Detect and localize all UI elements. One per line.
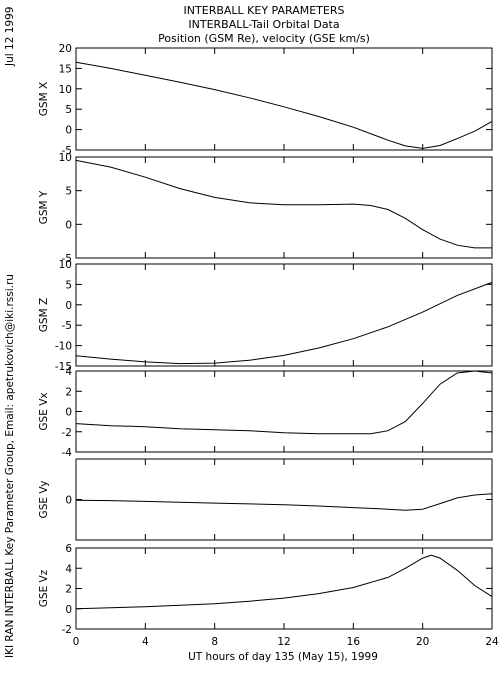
date-stamp: Jul 12 1999 xyxy=(4,7,16,67)
y-tick-label: 0 xyxy=(65,125,72,137)
y-tick-label: -2 xyxy=(62,624,72,636)
y-tick-label: -4 xyxy=(62,447,73,459)
y-tick-label: 0 xyxy=(65,219,72,231)
credit-text: IKI RAN INTERBALL Key Parameter Group, E… xyxy=(4,274,16,658)
y-tick-label: -5 xyxy=(62,253,72,265)
y-tick-label: 5 xyxy=(65,186,72,198)
y-tick-label: 2 xyxy=(65,584,72,596)
x-tick-label: 20 xyxy=(416,636,429,648)
y-axis-label: GSM Y xyxy=(38,190,50,224)
x-tick-label: 8 xyxy=(211,636,218,648)
panel-frame xyxy=(75,370,493,453)
y-tick-label: 20 xyxy=(59,43,72,55)
series-line xyxy=(75,61,493,149)
y-tick-label: 4 xyxy=(65,366,72,378)
panel-5: 0 GSE Vy xyxy=(38,458,493,541)
y-tick-label: 0 xyxy=(65,495,72,507)
series-line xyxy=(75,281,493,365)
y-tick-label: 4 xyxy=(65,563,72,575)
y-tick-label: 0 xyxy=(65,300,72,312)
panel-3: -15 -10 -5 0 5 10 GSM Z xyxy=(38,259,493,373)
series-line xyxy=(75,554,493,610)
panel-frame xyxy=(75,47,493,151)
y-tick-label: -10 xyxy=(55,341,72,353)
panel-1: -5 0 5 10 15 20 GSM X xyxy=(38,43,493,157)
chart-title-line1: INTERBALL KEY PARAMETERS xyxy=(184,4,345,17)
panel-2: -5 0 5 10 GSM Y xyxy=(38,152,493,265)
panel-frame xyxy=(75,547,493,630)
x-tick-label: 24 xyxy=(485,636,499,648)
y-tick-label: 0 xyxy=(65,407,72,419)
y-tick-label: 5 xyxy=(65,279,72,291)
x-tick-label: 4 xyxy=(142,636,149,648)
y-axis-label: GSE Vx xyxy=(38,392,50,430)
panel-6: -2 0 2 4 6 GSE Vz xyxy=(38,543,493,636)
x-tick-label: 12 xyxy=(277,636,290,648)
y-tick-label: -5 xyxy=(62,320,72,332)
y-tick-label: -2 xyxy=(62,427,72,439)
y-tick-label: 5 xyxy=(65,104,72,116)
panel-frame xyxy=(75,156,493,259)
y-tick-label: 15 xyxy=(59,63,72,75)
y-tick-label: 6 xyxy=(65,543,72,555)
y-tick-label: 10 xyxy=(59,84,72,96)
series-line xyxy=(75,370,493,435)
x-tick-label: 0 xyxy=(73,636,80,648)
panel-frame xyxy=(75,263,493,367)
y-tick-label: 0 xyxy=(65,604,72,616)
series-line xyxy=(75,493,493,511)
series-line xyxy=(75,159,492,249)
x-axis-label: UT hours of day 135 (May 15), 1999 xyxy=(188,651,378,663)
chart-title-line3: Position (GSM Re), velocity (GSE km/s) xyxy=(158,32,370,45)
y-tick-label: -5 xyxy=(62,145,72,157)
y-tick-label: 10 xyxy=(59,259,72,271)
y-axis-label: GSE Vy xyxy=(38,481,50,519)
y-tick-label: 2 xyxy=(65,386,72,398)
y-axis-label: GSM X xyxy=(38,82,50,116)
y-axis-label: GSE Vz xyxy=(38,569,50,607)
panel-4: -4 -2 0 2 4 GSE Vx xyxy=(38,366,493,459)
y-tick-label: -15 xyxy=(55,361,72,373)
chart-title-line2: INTERBALL-Tail Orbital Data xyxy=(188,18,339,31)
x-tick-label: 16 xyxy=(347,636,361,648)
y-tick-label: 10 xyxy=(59,152,72,164)
y-axis-label: GSM Z xyxy=(38,298,50,332)
panel-frame xyxy=(75,458,493,541)
